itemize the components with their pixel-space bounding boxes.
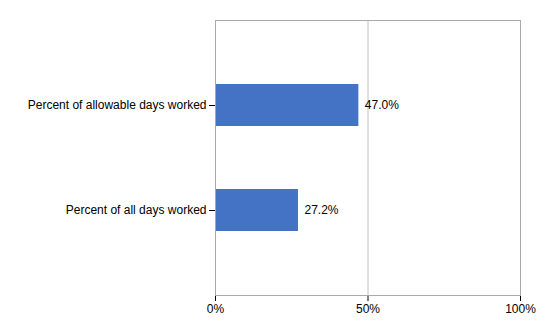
svg-text:Percent of all days worked: Percent of all days worked bbox=[66, 203, 207, 217]
svg-text:47.0%: 47.0% bbox=[365, 98, 399, 112]
svg-text:50%: 50% bbox=[356, 302, 380, 316]
svg-text:27.2%: 27.2% bbox=[304, 203, 338, 217]
svg-text:Percent of allowable days work: Percent of allowable days worked bbox=[28, 98, 207, 112]
svg-text:100%: 100% bbox=[505, 302, 536, 316]
svg-text:0%: 0% bbox=[207, 302, 225, 316]
